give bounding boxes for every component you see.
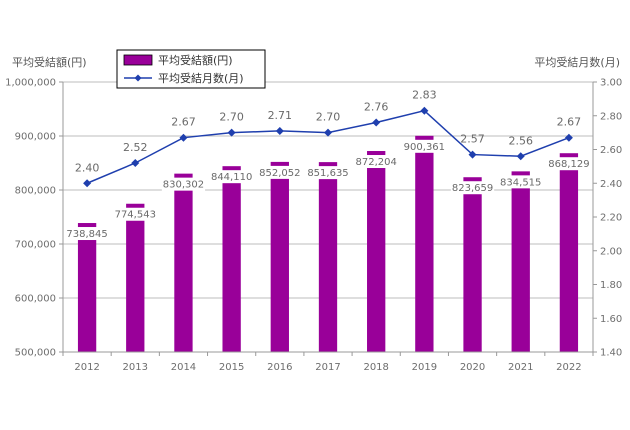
bar [511, 171, 530, 352]
bar-value-label: 868,129 [548, 159, 589, 170]
left-axis-title: 平均受結額(円) [12, 55, 87, 69]
line-value-label: 2.70 [316, 111, 341, 124]
bar [222, 166, 241, 352]
bar [463, 177, 482, 352]
bar-label-bg [258, 165, 302, 179]
left-tick-label: 900,000 [15, 132, 56, 143]
bar-value-label: 774,543 [115, 210, 156, 221]
right-tick-label: 2.60 [600, 145, 622, 156]
bar-value-label: 830,302 [163, 180, 204, 191]
line-marker [179, 133, 188, 142]
axes: 500,000 600,000 700,000 800,000 900,000 1,000… [5, 78, 622, 374]
x-tick-label: 2019 [412, 362, 437, 373]
line-marker [516, 152, 525, 161]
bar-value-label: 851,635 [307, 168, 348, 179]
line-marker [372, 118, 381, 127]
line-marker [324, 128, 332, 137]
line-value-label: 2.56 [508, 134, 533, 147]
bar-value-label: 852,052 [259, 168, 300, 179]
data-labels: 738,845 774,543 830,302 844,110 852,052 851,6… [65, 89, 591, 241]
right-tick-label: 2.00 [600, 246, 622, 257]
bar [174, 173, 193, 352]
right-tick-label: 1.60 [600, 314, 622, 325]
x-tick-label: 2015 [219, 362, 244, 373]
line-value-label: 2.67 [171, 116, 196, 129]
line-marker [227, 128, 236, 137]
right-tick-label: 2.20 [600, 213, 622, 224]
bar-label-bg [402, 139, 446, 153]
bar [367, 151, 386, 352]
x-tick-label: 2020 [460, 362, 485, 373]
x-tick-label: 2012 [74, 362, 99, 373]
x-tick-label: 2021 [508, 362, 533, 373]
bar [77, 223, 97, 352]
line-value-label: 2.76 [364, 101, 389, 114]
bar-label-bg [210, 170, 254, 184]
x-tick-label: 2018 [363, 362, 388, 373]
line-marker [468, 150, 477, 159]
right-tick-label: 1.40 [600, 348, 622, 359]
bar-label-bg [499, 175, 543, 189]
right-tick-label: 1.80 [600, 280, 622, 291]
legend: 平均受結額(円) 平均受結月数(月) [116, 49, 266, 89]
bar-label-bg [113, 207, 157, 221]
line-value-label: 2.83 [412, 89, 437, 102]
bar [559, 153, 579, 352]
legend-bar-swatch [123, 54, 153, 66]
line-value-label: 2.57 [460, 133, 485, 146]
line-value-label: 2.52 [123, 141, 148, 154]
x-tick-label: 2016 [267, 362, 292, 373]
legend-bar-label: 平均受結額(円) [158, 53, 233, 67]
bar-value-label: 872,204 [356, 157, 397, 168]
left-tick-label: 700,000 [15, 240, 56, 251]
left-tick-label: 500,000 [15, 348, 56, 359]
line-value-label: 2.71 [268, 109, 293, 122]
bar-value-label: 823,659 [452, 183, 493, 194]
bar-label-bg [65, 227, 109, 241]
bar-label-bg [354, 155, 398, 169]
x-tick-label: 2022 [556, 362, 581, 373]
x-tick-label: 2013 [123, 362, 148, 373]
right-axis-title: 平均受結月数(月) [534, 55, 620, 69]
bar-label-bg [547, 157, 591, 171]
legend-line-marker [134, 74, 142, 82]
right-tick-label: 2.40 [600, 179, 622, 190]
line-marker [275, 126, 284, 135]
bar-value-label: 738,845 [66, 229, 107, 240]
bar [318, 162, 338, 352]
line-value-label: 2.67 [557, 116, 582, 129]
bar [126, 203, 145, 352]
left-tick-label: 800,000 [15, 186, 56, 197]
line-series [83, 106, 573, 188]
right-tick-label: 2.80 [600, 111, 622, 122]
x-tick-label: 2017 [315, 362, 340, 373]
line-marker [420, 106, 429, 115]
bar-label-bg [450, 181, 495, 195]
line-marker [564, 133, 573, 142]
bar-value-label: 834,515 [500, 177, 541, 188]
bar [415, 135, 434, 352]
line-value-label: 2.40 [75, 161, 100, 174]
bar [270, 161, 289, 352]
x-tick-label: 2014 [171, 362, 196, 373]
legend-line-label: 平均受結月数(月) [158, 71, 244, 85]
line-value-label: 2.70 [219, 111, 244, 124]
bar-value-label: 900,361 [404, 142, 445, 153]
bar-value-label: 844,110 [211, 172, 252, 183]
left-tick-label: 1,000,000 [5, 78, 56, 89]
bar-series [77, 135, 579, 352]
bar-label-bg [306, 166, 350, 180]
line-marker [131, 159, 140, 167]
right-tick-label: 3.00 [600, 78, 622, 89]
left-tick-label: 600,000 [15, 294, 56, 305]
line-marker [83, 179, 92, 188]
bar-label-bg [161, 177, 206, 191]
